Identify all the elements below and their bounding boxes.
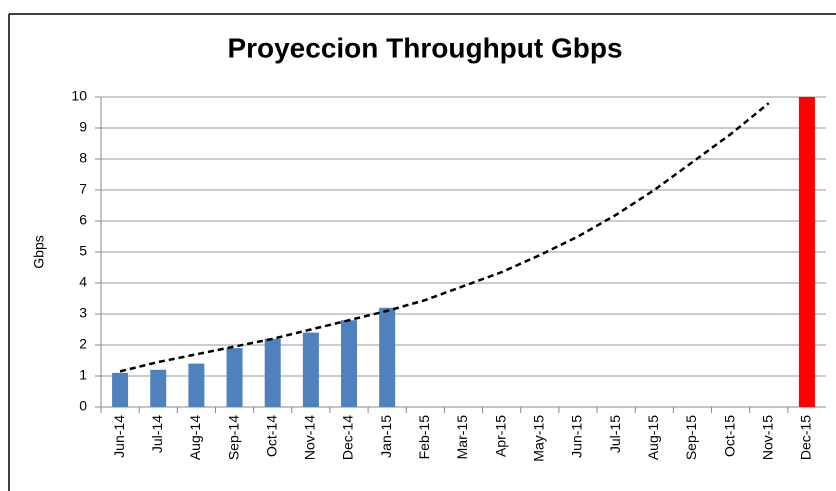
- x-tick-label: Jun-14: [111, 415, 127, 458]
- y-tick-label: 9: [79, 119, 87, 135]
- x-tick-label: May-15: [531, 415, 547, 462]
- x-tick-label: Jul-15: [607, 415, 623, 453]
- y-tick-label: 2: [79, 336, 87, 352]
- bar: [379, 307, 396, 407]
- y-axis-label: Gbps: [31, 235, 47, 268]
- x-tick-label: Feb-15: [416, 415, 432, 460]
- bar: [226, 348, 243, 407]
- x-tick-label: Dec-15: [798, 415, 814, 460]
- x-tick-label: Oct-15: [721, 415, 737, 457]
- x-tick-label: Jun-15: [569, 415, 585, 458]
- y-tick-label: 3: [79, 305, 87, 321]
- y-tick-label: 8: [79, 150, 87, 166]
- trend-line: [119, 102, 770, 373]
- y-tick-label: 10: [71, 88, 87, 104]
- bar: [341, 320, 358, 407]
- x-tick-label: Jul-14: [149, 415, 165, 453]
- x-tick-label: Apr-15: [492, 415, 508, 457]
- x-tick-label: Nov-14: [302, 415, 318, 460]
- y-tick-label: 0: [79, 398, 87, 414]
- x-tick-label: Jan-15: [378, 415, 394, 458]
- y-tick-label: 6: [79, 212, 87, 228]
- x-tick-label: Nov-15: [759, 415, 775, 460]
- bar: [264, 338, 281, 407]
- y-tick-label: 7: [79, 181, 87, 197]
- bar: [302, 332, 319, 407]
- x-tick-label: Dec-14: [340, 415, 356, 460]
- bar: [188, 363, 205, 407]
- y-tick-label: 4: [79, 274, 87, 290]
- y-tick-label: 5: [79, 243, 87, 259]
- x-tick-label: Sep-14: [225, 415, 241, 460]
- chart-title: Proyeccion Throughput Gbps: [227, 32, 622, 63]
- bar: [112, 372, 129, 407]
- x-tick-label: Sep-15: [683, 415, 699, 460]
- y-tick-label: 1: [79, 367, 87, 383]
- x-tick-label: Aug-14: [187, 415, 203, 460]
- x-tick-label: Mar-15: [454, 415, 470, 460]
- bar: [798, 97, 815, 407]
- x-tick-label: Oct-14: [263, 415, 279, 457]
- bar: [150, 369, 167, 407]
- x-tick-label: Aug-15: [645, 415, 661, 460]
